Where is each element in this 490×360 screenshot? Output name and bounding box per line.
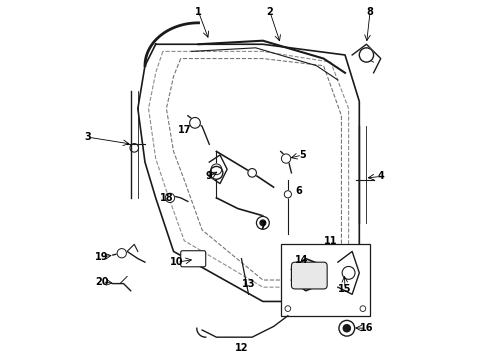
Circle shape [211,164,222,175]
Text: 1: 1 [195,7,202,17]
Text: 4: 4 [377,171,384,181]
Text: 7: 7 [260,221,266,231]
Text: 6: 6 [295,186,302,196]
Circle shape [117,249,126,258]
Text: 16: 16 [360,323,373,333]
Text: 17: 17 [177,125,191,135]
Bar [281,244,370,316]
Circle shape [342,266,355,279]
Circle shape [360,306,366,311]
Circle shape [284,191,292,198]
Circle shape [260,220,266,226]
Circle shape [281,154,291,163]
FancyBboxPatch shape [181,251,206,267]
Text: 14: 14 [295,255,309,265]
Circle shape [359,48,373,62]
Circle shape [256,216,270,229]
Circle shape [248,168,256,177]
Text: 13: 13 [242,279,255,289]
Text: 3: 3 [84,132,91,142]
Circle shape [190,117,200,128]
Text: 5: 5 [299,150,306,160]
Circle shape [210,166,223,179]
Text: 15: 15 [338,284,352,294]
Text: 20: 20 [96,277,109,287]
Text: 2: 2 [267,7,273,17]
Text: 18: 18 [160,193,173,203]
Circle shape [343,325,350,332]
Circle shape [285,306,291,311]
Text: 8: 8 [367,7,373,17]
FancyBboxPatch shape [292,262,327,289]
Circle shape [165,193,174,203]
Circle shape [339,320,355,336]
Text: 12: 12 [235,343,248,353]
Text: 9: 9 [206,171,213,181]
Text: 19: 19 [96,252,109,262]
Text: 10: 10 [171,257,184,267]
Text: 11: 11 [324,236,338,246]
